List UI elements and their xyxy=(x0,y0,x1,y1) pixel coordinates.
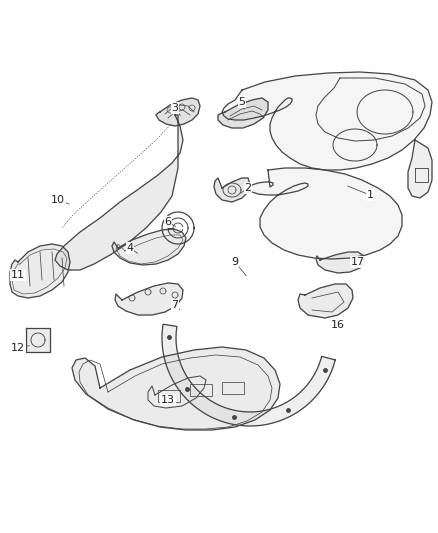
Text: 9: 9 xyxy=(231,257,239,267)
Polygon shape xyxy=(248,168,402,259)
Polygon shape xyxy=(214,178,250,202)
Bar xyxy=(190,384,212,396)
Polygon shape xyxy=(298,284,353,318)
Bar xyxy=(222,382,244,394)
Polygon shape xyxy=(222,72,432,170)
Bar xyxy=(158,390,180,402)
Text: 6: 6 xyxy=(165,217,172,227)
Text: 1: 1 xyxy=(367,190,374,200)
Text: 17: 17 xyxy=(351,257,365,267)
Text: 5: 5 xyxy=(239,97,246,107)
Polygon shape xyxy=(218,98,268,128)
Text: 13: 13 xyxy=(161,395,175,405)
Polygon shape xyxy=(112,229,186,265)
Text: 12: 12 xyxy=(11,343,25,353)
Polygon shape xyxy=(55,115,183,270)
Polygon shape xyxy=(408,140,432,198)
Text: 4: 4 xyxy=(127,243,134,253)
Polygon shape xyxy=(10,244,70,298)
Polygon shape xyxy=(316,252,365,273)
Polygon shape xyxy=(115,283,183,315)
Text: 3: 3 xyxy=(172,103,179,113)
Text: 7: 7 xyxy=(171,300,179,310)
Polygon shape xyxy=(156,98,200,126)
Text: 11: 11 xyxy=(11,270,25,280)
Text: 10: 10 xyxy=(51,195,65,205)
Polygon shape xyxy=(162,324,335,426)
Polygon shape xyxy=(72,347,280,430)
Text: 2: 2 xyxy=(244,183,251,193)
Text: 16: 16 xyxy=(331,320,345,330)
Polygon shape xyxy=(26,328,50,352)
